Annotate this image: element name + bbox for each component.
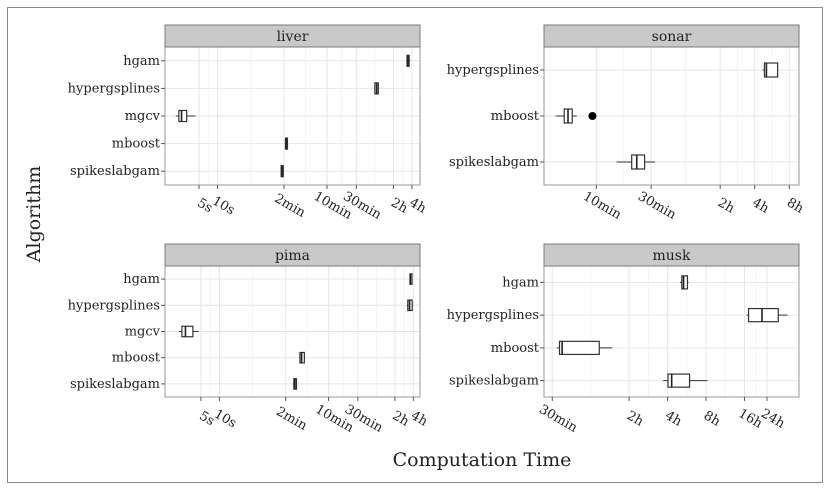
x-tick-label: 2h: [715, 195, 737, 217]
panel-title: pima: [275, 248, 310, 264]
box-outlier: [588, 112, 597, 120]
box-mboost: [558, 340, 600, 356]
x-tick-label: 5s: [195, 196, 215, 216]
x-tick-label: 2h: [390, 408, 412, 430]
y-tick-label: mgcv: [125, 109, 161, 124]
y-tick-label: spikeslabgam: [449, 155, 539, 170]
y-tick-label: hypergsplines: [447, 63, 539, 78]
box-mgcv: [181, 325, 194, 338]
x-tick-label: 5s: [196, 409, 216, 429]
box-hgam: [681, 275, 689, 290]
box-spikeslabgam: [631, 154, 646, 170]
panel-strip: [164, 24, 421, 48]
panel-title: sonar: [652, 29, 692, 45]
panel-strip: [543, 243, 800, 267]
box-hypergsplines: [747, 307, 779, 323]
panel-strip: [164, 243, 421, 267]
box-hypergsplines: [763, 62, 779, 78]
y-tick-label: spikeslabgam: [70, 377, 160, 392]
y-tick-label: hypergsplines: [68, 81, 160, 96]
box-mgcv: [178, 109, 188, 123]
y-tick-label: mboost: [112, 351, 161, 366]
x-tick-label: 2h: [624, 408, 646, 430]
y-tick-label: hypergsplines: [68, 298, 160, 313]
x-tick-label: 4h: [750, 195, 772, 217]
y-tick-label: hgam: [502, 275, 539, 290]
y-tick-label: spikeslabgam: [70, 164, 160, 179]
y-tick-label: mboost: [491, 109, 540, 124]
x-tick-label: 8h: [784, 195, 806, 217]
y-axis-title: Algorithm: [23, 166, 45, 263]
x-tick-label: 4h: [662, 408, 684, 430]
x-axis-title: Computation Time: [393, 449, 572, 471]
x-tick-label: 8h: [701, 408, 723, 430]
y-tick-label: mgcv: [125, 325, 161, 340]
x-tick-label: 2h: [388, 195, 410, 217]
panel-title: musk: [653, 248, 691, 264]
box-spikeslabgam: [667, 373, 691, 388]
y-tick-label: hypergsplines: [447, 308, 539, 323]
x-tick-label: 4h: [407, 195, 429, 217]
y-tick-label: mboost: [491, 341, 540, 356]
panel-liver: liver hgam hypergsplines mgcv mboost spikesla…: [68, 24, 429, 223]
x-tick-label: 4h: [408, 408, 430, 430]
y-tick-label: hgam: [123, 272, 160, 287]
panel-title: liver: [277, 29, 309, 45]
panel-strip: [543, 24, 800, 48]
y-tick-label: mboost: [112, 137, 161, 152]
y-tick-label: spikeslabgam: [449, 374, 539, 389]
y-tick-label: hgam: [123, 54, 160, 69]
